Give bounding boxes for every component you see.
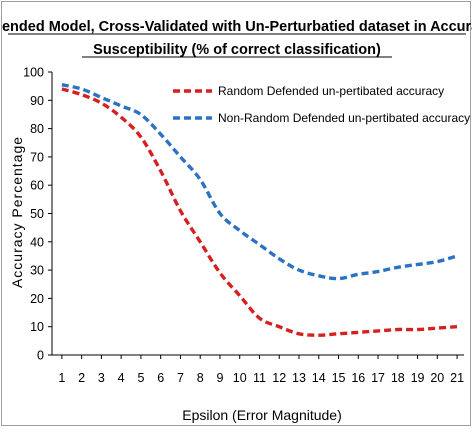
y-tick-label: 80 [30, 122, 44, 136]
y-tick-label: 20 [30, 292, 44, 306]
x-tick-label: 15 [332, 371, 346, 385]
x-tick-label: 2 [78, 371, 85, 385]
x-tick-label: 11 [253, 371, 266, 385]
x-tick-label: 8 [197, 371, 204, 385]
legend-label-2: Non-Random Defended un-pertibated accura… [218, 111, 470, 125]
x-tick-label: 19 [411, 371, 425, 385]
x-tick-label: 18 [391, 371, 405, 385]
x-axis-title: Epsilon (Error Magnitude) [182, 407, 342, 423]
x-tick-label: 21 [450, 371, 464, 385]
chart-title-line-2: Susceptibility (% of correct classificat… [93, 42, 381, 58]
x-tick-label: 16 [351, 371, 365, 385]
y-tick-label: 50 [30, 207, 44, 221]
x-tick-label: 7 [177, 371, 184, 385]
x-tick-label: 4 [118, 371, 125, 385]
x-tick-label: 10 [233, 371, 247, 385]
y-tick-label: 90 [30, 94, 44, 108]
x-tick-label: 17 [371, 371, 385, 385]
x-tick-label: 14 [312, 371, 326, 385]
x-tick-label: 20 [430, 371, 444, 385]
y-tick-label: 10 [30, 320, 44, 334]
chart-title-line-1: Defended Model, Cross-Validated with Un-… [2, 19, 472, 35]
y-tick-label: 100 [23, 66, 44, 80]
series-line-2 [61, 83, 458, 281]
y-tick-label: 0 [37, 349, 44, 363]
series-line-1 [61, 87, 458, 337]
legend: Random Defended un-pertibated accuracy No… [173, 84, 470, 125]
y-tick-label: 60 [30, 179, 44, 193]
x-tick-label: 12 [272, 371, 286, 385]
x-tick-label: 9 [216, 371, 223, 385]
y-tick-label: 70 [30, 150, 44, 164]
legend-label-1: Random Defended un-pertibated accuracy [218, 84, 444, 98]
x-tick-label: 1 [58, 371, 65, 385]
x-tick-label: 13 [292, 371, 306, 385]
x-tick-label: 3 [98, 371, 105, 385]
x-tick-label: 6 [157, 371, 164, 385]
y-tick-label: 30 [30, 264, 44, 278]
y-tick-label: 40 [30, 235, 44, 249]
x-tick-label: 5 [137, 371, 144, 385]
y-axis-title: Accuracy Percentage [9, 136, 25, 288]
